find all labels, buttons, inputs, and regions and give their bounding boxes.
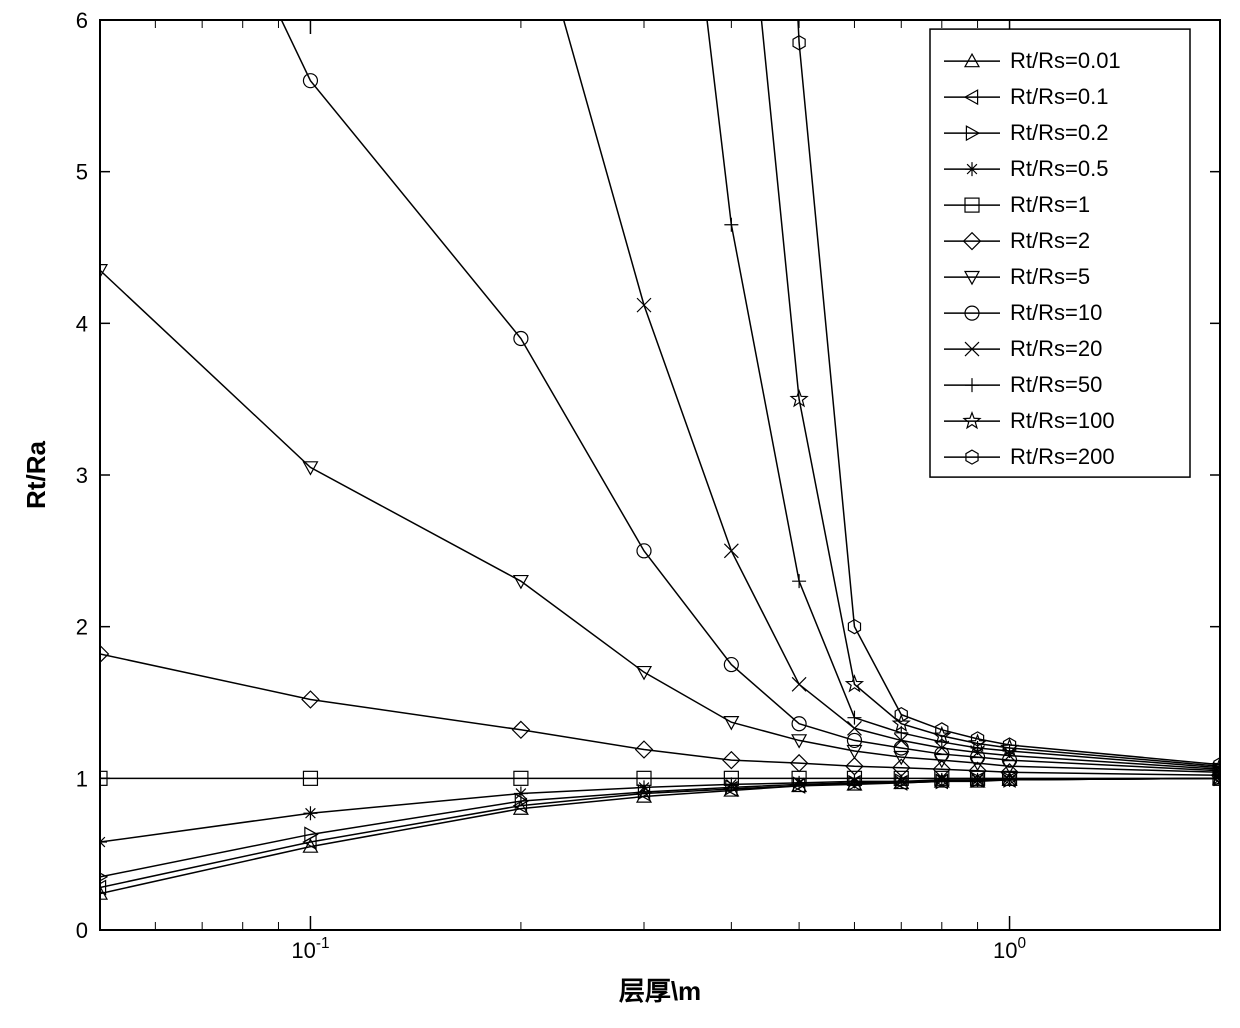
svg-text:2: 2 [76, 615, 88, 640]
svg-text:4: 4 [76, 311, 88, 336]
svg-text:Rt/Rs=0.2: Rt/Rs=0.2 [1010, 120, 1108, 145]
svg-text:Rt/Rs=0.01: Rt/Rs=0.01 [1010, 48, 1121, 73]
svg-text:5: 5 [76, 160, 88, 185]
svg-text:Rt/Rs=50: Rt/Rs=50 [1010, 372, 1102, 397]
svg-text:3: 3 [76, 463, 88, 488]
svg-text:Rt/Rs=20: Rt/Rs=20 [1010, 336, 1102, 361]
svg-text:0: 0 [76, 918, 88, 943]
svg-text:Rt/Ra: Rt/Ra [21, 441, 51, 509]
line-chart: 0123456Rt/Ra10-1100层厚\mRt/Rs=0.01Rt/Rs=0… [0, 0, 1240, 1028]
svg-text:Rt/Rs=0.5: Rt/Rs=0.5 [1010, 156, 1108, 181]
svg-text:Rt/Rs=5: Rt/Rs=5 [1010, 264, 1090, 289]
svg-text:6: 6 [76, 8, 88, 33]
svg-text:Rt/Rs=2: Rt/Rs=2 [1010, 228, 1090, 253]
svg-text:Rt/Rs=0.1: Rt/Rs=0.1 [1010, 84, 1108, 109]
svg-text:层厚\m: 层厚\m [619, 976, 701, 1006]
svg-text:Rt/Rs=200: Rt/Rs=200 [1010, 444, 1115, 469]
svg-text:Rt/Rs=100: Rt/Rs=100 [1010, 408, 1115, 433]
svg-text:Rt/Rs=1: Rt/Rs=1 [1010, 192, 1090, 217]
svg-text:Rt/Rs=10: Rt/Rs=10 [1010, 300, 1102, 325]
svg-text:1: 1 [76, 766, 88, 791]
chart-container: 0123456Rt/Ra10-1100层厚\mRt/Rs=0.01Rt/Rs=0… [0, 0, 1240, 1028]
